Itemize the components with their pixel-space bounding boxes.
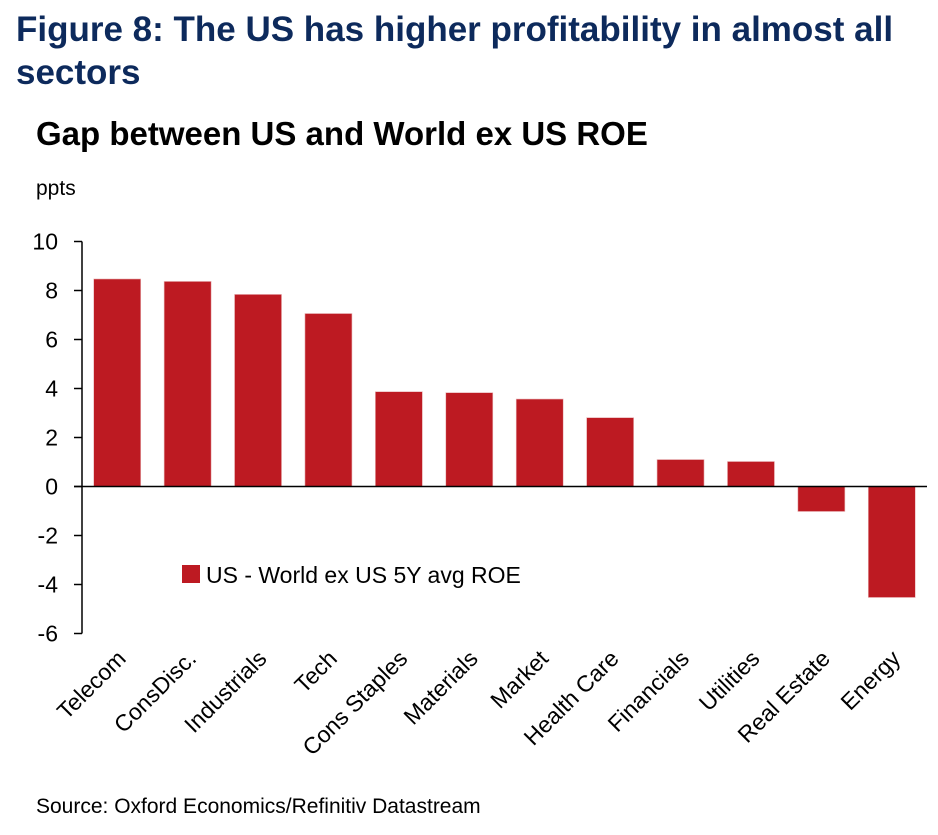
y-tick-label: 8 [45,278,58,304]
y-tick-label: 0 [45,474,58,500]
x-tick-label: Market [485,645,554,714]
bar-utilities [727,461,775,487]
bar-health-care [586,417,634,487]
chart-title: Gap between US and World ex US ROE [36,115,648,152]
bar-tech [304,313,353,487]
x-tick-label: Utilities [694,645,765,716]
bar-market [515,398,564,487]
bar-industrials [234,294,282,487]
figure-title: Figure 8: The US has higher profitabilit… [16,10,894,92]
source-note: Source: Oxford Economics/Refinitiv Datas… [36,795,481,818]
y-tick-label: 2 [45,425,58,451]
y-axis-label: ppts [36,177,76,200]
bar-cons-staples [375,391,423,487]
x-tick-label: Materials [398,645,482,729]
bar-consdisc [163,281,212,487]
legend-swatch [182,565,200,583]
bar-financials [656,459,705,487]
y-axis-ticks: 10 8 6 4 2 0 -2 -4 -6 [32,229,82,647]
y-tick-label: 4 [45,376,58,402]
y-tick-label: 6 [45,327,58,353]
bar-materials [445,392,494,487]
legend: US - World ex US 5Y avg ROE [182,562,521,588]
bar-real-estate [797,486,846,512]
bar-energy [867,486,916,598]
bar-telecom [93,278,142,487]
bars [93,278,916,598]
x-tick-label: Energy [835,645,905,715]
x-tick-label: Tech [289,645,342,698]
y-tick-label: -6 [38,621,58,647]
y-tick-label: -2 [38,523,58,549]
y-tick-label: 10 [32,229,58,255]
legend-label: US - World ex US 5Y avg ROE [206,562,521,588]
y-tick-label: -4 [38,572,59,598]
